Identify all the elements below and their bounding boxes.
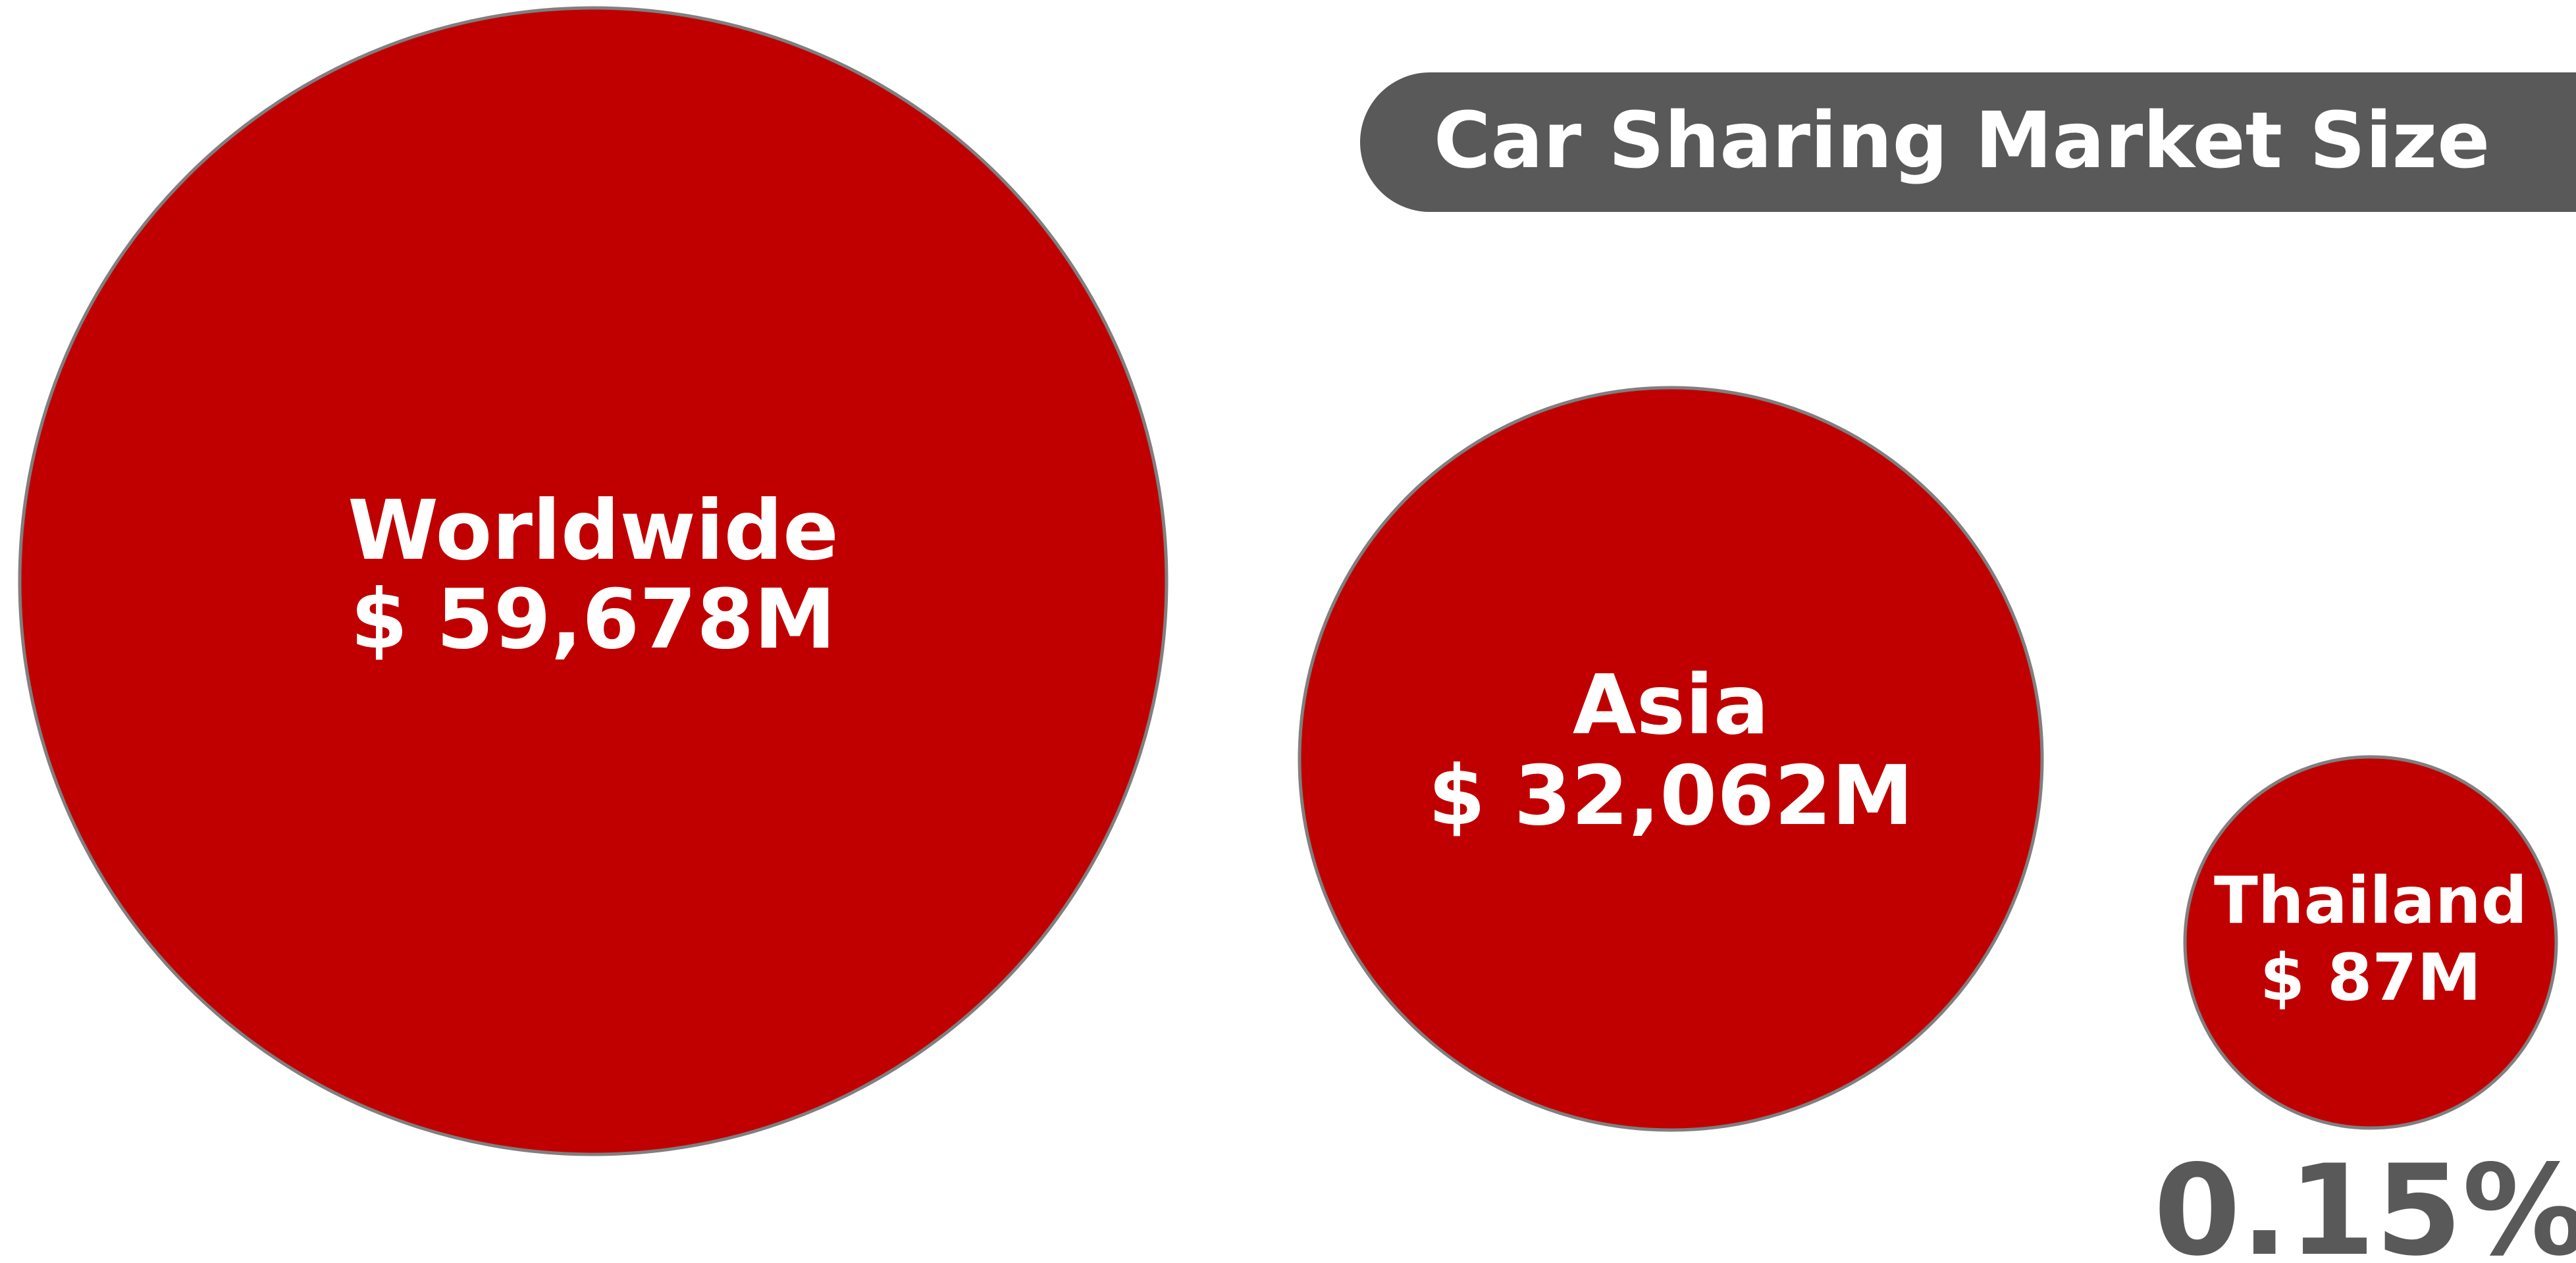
region-name: Asia (1573, 657, 1769, 753)
region-name: Thailand (2214, 863, 2527, 939)
region-value: $ 59,678M (350, 572, 835, 667)
region-value: $ 87M (2260, 941, 2481, 1016)
region-circle (1298, 386, 2044, 1132)
region-name: Worldwide (348, 483, 839, 579)
region-circle (18, 6, 1169, 1156)
region-circle (2183, 755, 2558, 1130)
title-pill (1360, 72, 2576, 212)
region-value: $ 32,062M (1428, 748, 1913, 844)
title: Car Sharing Market Size (1434, 95, 2490, 186)
share-percent: 0.15% (2153, 1138, 2576, 1263)
